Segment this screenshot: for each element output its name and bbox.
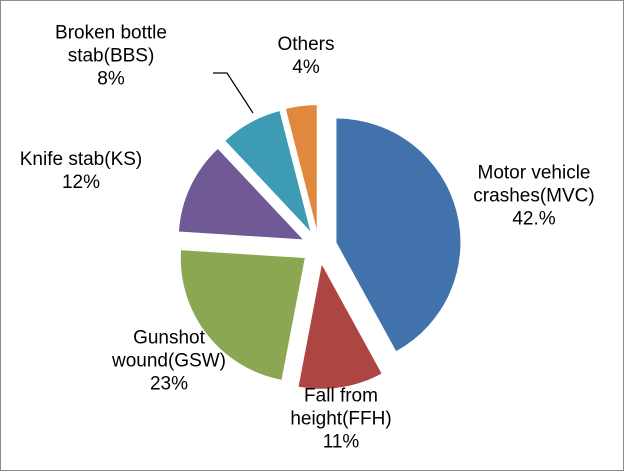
category-label: Fall from height(FFH) [290,385,392,430]
pie-slice [298,264,382,389]
pie-slice [336,118,461,352]
value-label: 11% [322,431,360,453]
slice-label: Others 4% [216,33,396,79]
slice-label: Fall from height(FFH) 11% [251,385,431,454]
category-label: Broken bottle stab(BBS) [55,22,167,67]
leader-line [213,72,254,114]
slice-label: Motor vehicle crashes(MVC) 42.% [444,162,623,231]
slice-label: Knife stab(KS) 12% [1,148,171,194]
slice-label: Broken bottle stab(BBS) 8% [21,22,201,91]
value-label: 23% [149,373,189,395]
slice-label: Gunshot wound(GSW) 23% [79,327,259,396]
value-label: 4% [292,57,320,78]
value-label: 8% [97,68,125,90]
category-label: Motor vehicle crashes(MVC) [473,162,595,207]
pie-slice [225,111,311,232]
pie-slice [180,250,305,380]
category-label: Knife stab(KS) [19,149,143,170]
pie-slice [178,148,303,240]
category-label: Gunshot wound(GSW) [111,327,227,372]
category-label: Others [277,34,335,55]
value-label: 12% [61,172,101,193]
value-label: 42.% [512,208,556,230]
pie-slice [285,105,317,230]
